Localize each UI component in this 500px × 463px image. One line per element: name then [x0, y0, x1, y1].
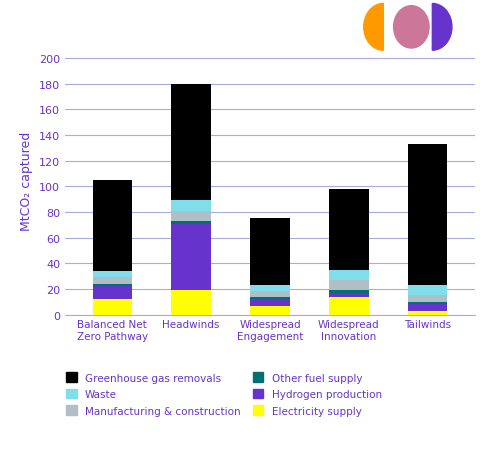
- Bar: [408, 302, 448, 305]
- Y-axis label: MtCO₂ captured: MtCO₂ captured: [20, 131, 34, 230]
- Bar: [250, 285, 290, 292]
- Wedge shape: [364, 5, 384, 51]
- Bar: [408, 296, 448, 302]
- Bar: [329, 189, 368, 270]
- Bar: [250, 306, 290, 315]
- Bar: [408, 145, 448, 285]
- Bar: [172, 221, 211, 224]
- Bar: [92, 284, 132, 287]
- Bar: [408, 311, 448, 315]
- Bar: [172, 291, 211, 315]
- Bar: [92, 278, 132, 284]
- Bar: [250, 297, 290, 300]
- Bar: [329, 293, 368, 297]
- Bar: [172, 224, 211, 291]
- Bar: [408, 305, 448, 311]
- Bar: [172, 201, 211, 211]
- Bar: [250, 292, 290, 297]
- Bar: [329, 270, 368, 280]
- Bar: [172, 85, 211, 201]
- Bar: [92, 271, 132, 278]
- Bar: [329, 280, 368, 291]
- Bar: [92, 181, 132, 271]
- Bar: [92, 300, 132, 315]
- Wedge shape: [432, 5, 452, 51]
- Bar: [250, 219, 290, 285]
- Bar: [329, 297, 368, 315]
- Legend: Greenhouse gas removals, Waste, Manufacturing & construction, Other fuel supply,: Greenhouse gas removals, Waste, Manufact…: [62, 369, 386, 420]
- Bar: [92, 287, 132, 300]
- Bar: [408, 285, 448, 296]
- Bar: [172, 211, 211, 221]
- Circle shape: [394, 6, 429, 49]
- Bar: [329, 291, 368, 293]
- Bar: [250, 300, 290, 306]
